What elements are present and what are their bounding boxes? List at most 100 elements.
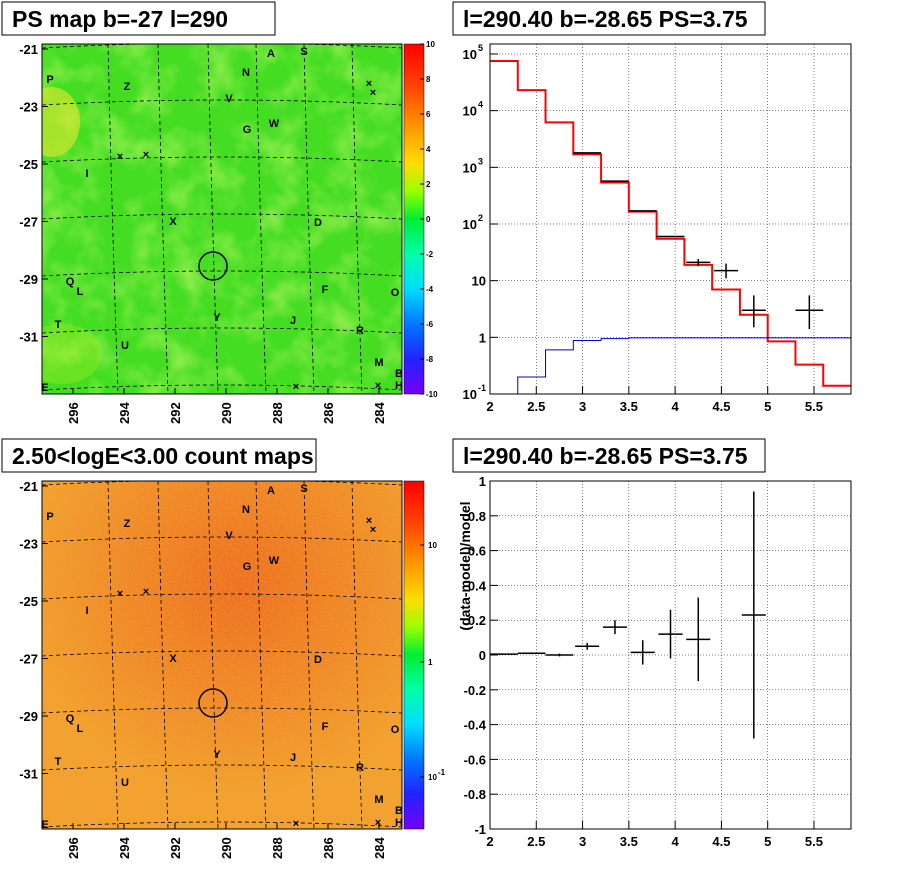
source-label-J: J xyxy=(290,752,296,764)
residual-ytick-label: 1 xyxy=(479,474,486,489)
source-label-Y: Y xyxy=(213,312,221,324)
source-cross-marker: × xyxy=(293,381,299,393)
spectrum-title: l=290.40 b=-28.65 PS=3.75 xyxy=(463,6,748,32)
ps-map-warm-region xyxy=(42,324,102,384)
source-cross-marker: × xyxy=(117,588,123,600)
ps-map-colorbar-label: 10 xyxy=(426,40,435,49)
source-label-W: W xyxy=(269,555,280,567)
source-label-Y: Y xyxy=(213,749,221,761)
source-label-B: B xyxy=(395,805,403,817)
spectrum-ytick-base: 10 xyxy=(463,160,477,175)
source-label-W: W xyxy=(269,118,280,130)
spectrum-xtick-label: 2 xyxy=(486,399,493,414)
ps-map-colorbar-label: 0 xyxy=(426,215,431,224)
source-label-A: A xyxy=(267,485,275,497)
residual-xtick-label: 5 xyxy=(764,834,771,849)
source-label-I: I xyxy=(85,605,88,617)
ps-map-colorbar-label: 4 xyxy=(426,145,431,154)
count-map-colorbar-label: 10 xyxy=(428,773,437,782)
source-label-V: V xyxy=(225,93,233,105)
ps-map-xtick-label: 284 xyxy=(372,402,387,424)
spectrum-ytick-base: 10 xyxy=(463,217,477,232)
count-map-colorbar-label: 1 xyxy=(428,658,433,667)
source-label-D: D xyxy=(314,654,322,666)
count-map-colorbar-exp: -1 xyxy=(438,768,446,777)
residual-xtick-label: 4 xyxy=(672,834,680,849)
source-label-B: B xyxy=(395,368,403,380)
ps-map-xtick-label: 286 xyxy=(321,402,336,424)
ps-map-xtick-label: 294 xyxy=(117,402,132,424)
residual-xtick-label: 2 xyxy=(486,834,493,849)
spectrum-ytick: 10 xyxy=(472,274,486,289)
ps-map-xtick-label: 292 xyxy=(168,402,183,424)
source-label-L: L xyxy=(77,286,84,298)
residual-data-point xyxy=(545,653,574,657)
residual-ytick-label: 0.8 xyxy=(468,509,486,524)
source-cross-marker: × xyxy=(366,78,372,90)
source-label-Z: Z xyxy=(124,81,131,93)
residual-frame xyxy=(489,480,852,830)
spectrum-series-background xyxy=(490,337,851,395)
ps-map-colorbar-label: -10 xyxy=(426,390,438,399)
ps-map-grid-lon xyxy=(207,44,219,394)
residual-ytick-label: -0.8 xyxy=(464,787,486,802)
source-label-U: U xyxy=(121,340,129,352)
residual-title-box xyxy=(452,438,766,473)
source-label-D: D xyxy=(314,217,322,229)
count-map-ytick-label: -23 xyxy=(19,537,38,552)
spectrum-series-model--total- xyxy=(490,60,851,387)
spectrum-ytick: 10 2 xyxy=(463,213,483,232)
residual-data-point xyxy=(741,491,766,739)
spectrum-ytick: 10 4 xyxy=(463,100,483,119)
count-map-texture xyxy=(42,481,402,829)
count-map-grid-lon xyxy=(303,481,315,829)
residual-xtick-label: 4.5 xyxy=(712,834,730,849)
source-label-Z: Z xyxy=(124,518,131,530)
residual-ytick-label: 0.2 xyxy=(468,613,486,628)
count-map-xtick-label: 294 xyxy=(117,837,132,859)
source-label-G: G xyxy=(243,124,252,136)
source-cross-marker: × xyxy=(143,149,149,161)
spectrum-xtick-label: 3 xyxy=(579,399,586,414)
source-label-M: M xyxy=(374,794,383,806)
spectrum-ytick-exp: 2 xyxy=(478,213,483,223)
spectrum-ytick-base: 10 xyxy=(463,47,477,62)
source-label-R: R xyxy=(356,762,364,774)
source-label-O: O xyxy=(391,287,400,299)
spectrum-xtick-label: 5 xyxy=(764,399,771,414)
ps-map-colorbar-label: 2 xyxy=(426,180,431,189)
source-label-P: P xyxy=(46,511,53,523)
source-label-P: P xyxy=(46,74,53,86)
ps-map-colorbar-label: -2 xyxy=(426,250,434,259)
count-map-colorbar-label: 10 xyxy=(428,541,437,550)
spectrum-title-box xyxy=(452,1,766,36)
spectrum-ytick: 10 5 xyxy=(463,43,483,62)
count-map-xtick-label: 288 xyxy=(270,837,285,859)
spectrum-ytick-base: 10 xyxy=(463,387,477,402)
ps-map-grid-lon xyxy=(303,44,315,394)
count-map-grid-lon xyxy=(351,481,363,829)
spectrum-ytick: 1 xyxy=(479,330,486,345)
residual-ytick-label: -0.2 xyxy=(464,683,486,698)
residual-data-point xyxy=(602,620,627,635)
spectrum-ytick: 10 3 xyxy=(463,156,483,175)
spectrum-ytick-exp: -1 xyxy=(478,383,486,393)
count-map-grid-lon xyxy=(255,481,267,829)
ps-map-grid-lon xyxy=(255,44,267,394)
count-map-grid-lon xyxy=(157,481,169,829)
count-map-grid-lon xyxy=(207,481,219,829)
count-map-xtick-label: 296 xyxy=(66,837,81,859)
source-label-J: J xyxy=(290,315,296,327)
source-cross-marker: × xyxy=(375,380,381,392)
residual-ylabel: (data-model)/model xyxy=(457,501,473,630)
residual-title: l=290.40 b=-28.65 PS=3.75 xyxy=(463,443,748,469)
spectrum-xtick-label: 2.5 xyxy=(527,399,545,414)
source-cross-marker: × xyxy=(370,87,376,99)
residual-ytick-label: -0.6 xyxy=(464,752,486,767)
residual-data-point xyxy=(517,652,546,655)
ps-map-title-box xyxy=(1,1,276,36)
source-label-N: N xyxy=(242,67,250,79)
residual-ytick-label: 0.4 xyxy=(468,578,487,593)
